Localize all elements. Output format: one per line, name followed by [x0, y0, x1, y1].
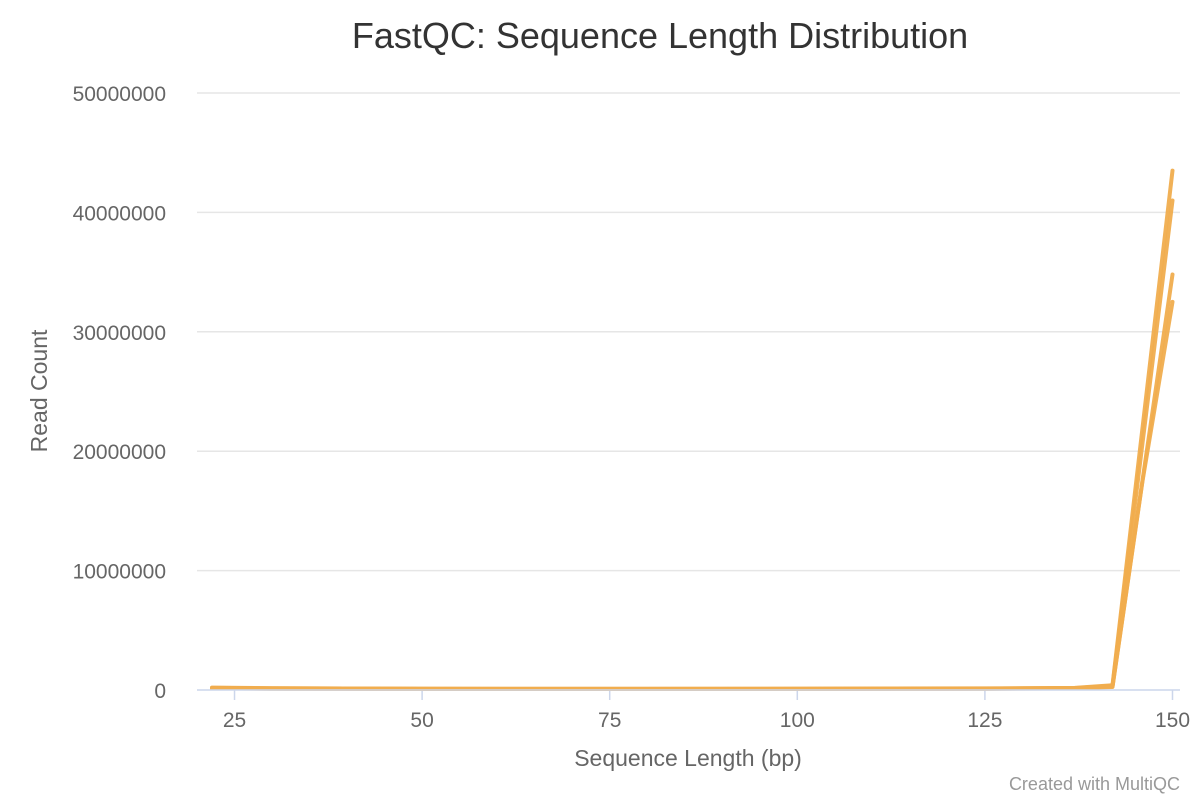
y-tick-labels: 0 10000000 20000000 30000000 40000000 5000000…	[73, 83, 166, 703]
y-tick-label: 30000000	[73, 322, 166, 345]
series-line-3[interactable]	[210, 272, 1175, 691]
x-tick-label: 125	[967, 709, 1002, 732]
series-line-2[interactable]	[210, 198, 1175, 691]
y-tick-label: 20000000	[73, 441, 166, 464]
credits-text[interactable]: Created with MultiQC	[1009, 774, 1180, 794]
y-tick-label: 40000000	[73, 202, 166, 225]
y-axis-label: Read Count	[26, 329, 52, 452]
series-line-1[interactable]	[210, 168, 1175, 691]
x-axis-label: Sequence Length (bp)	[574, 745, 802, 771]
y-tick-label: 50000000	[73, 83, 166, 106]
y-grid-lines	[197, 92, 1180, 572]
y-tick-label: 0	[154, 680, 166, 703]
chart-title: FastQC: Sequence Length Distribution	[352, 15, 968, 56]
x-tick-label: 100	[780, 709, 815, 732]
x-tick-label: 75	[598, 709, 621, 732]
x-tick-label: 150	[1155, 709, 1190, 732]
x-tick-labels: 25 50 75 100 125 150	[223, 690, 1190, 732]
series-line-4[interactable]	[210, 299, 1175, 691]
series-lines[interactable]	[210, 168, 1175, 691]
x-tick-label: 50	[410, 709, 433, 732]
x-tick-label: 25	[223, 709, 246, 732]
y-tick-label: 10000000	[73, 561, 166, 584]
